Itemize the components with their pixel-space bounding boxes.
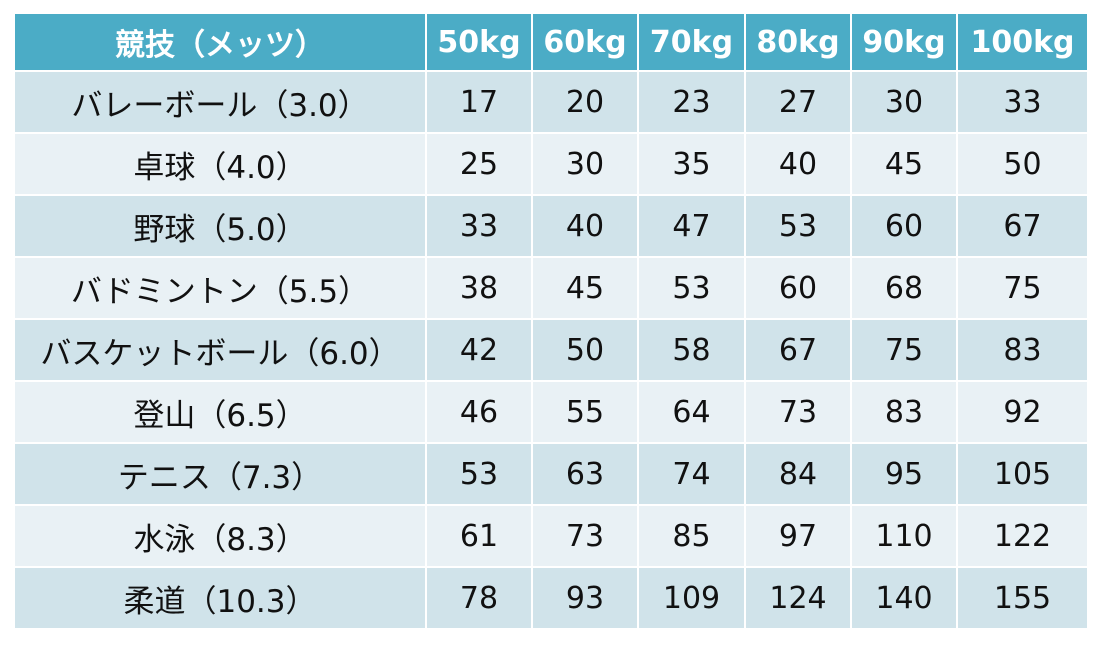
sport-name: バスケットボール（6.0） <box>13 318 427 382</box>
table-cell: 85 <box>637 504 746 568</box>
table-cell: 92 <box>956 380 1089 444</box>
table-cell: 17 <box>425 70 533 134</box>
table-cell: 78 <box>425 566 533 630</box>
table-cell: 45 <box>531 256 639 320</box>
table-cell: 45 <box>850 132 958 196</box>
table-cell: 84 <box>744 442 852 506</box>
table-cell: 83 <box>956 318 1089 382</box>
table-cell: 74 <box>637 442 746 506</box>
table-cell: 63 <box>531 442 639 506</box>
table-cell: 33 <box>956 70 1089 134</box>
table-cell: 122 <box>956 504 1089 568</box>
header-weight-50: 50kg <box>425 12 533 72</box>
table-row: 登山（6.5） 46 55 64 73 83 92 <box>13 380 1089 444</box>
table-cell: 105 <box>956 442 1089 506</box>
sport-name: 登山（6.5） <box>13 380 427 444</box>
table-cell: 95 <box>850 442 958 506</box>
table-cell: 64 <box>637 380 746 444</box>
table-cell: 30 <box>850 70 958 134</box>
table-cell: 93 <box>531 566 639 630</box>
table-cell: 60 <box>744 256 852 320</box>
header-sport: 競技（メッツ） <box>13 12 427 72</box>
table-cell: 73 <box>744 380 852 444</box>
table-cell: 83 <box>850 380 958 444</box>
table-row: 柔道（10.3） 78 93 109 124 140 155 <box>13 566 1089 630</box>
table-cell: 33 <box>425 194 533 258</box>
table-cell: 75 <box>956 256 1089 320</box>
table-cell: 35 <box>637 132 746 196</box>
table-cell: 109 <box>637 566 746 630</box>
header-row: 競技（メッツ） 50kg 60kg 70kg 80kg 90kg 100kg <box>13 12 1089 72</box>
header-weight-60: 60kg <box>531 12 639 72</box>
table-cell: 61 <box>425 504 533 568</box>
table-cell: 55 <box>531 380 639 444</box>
table-cell: 97 <box>744 504 852 568</box>
table-row: バレーボール（3.0） 17 20 23 27 30 33 <box>13 70 1089 134</box>
header-weight-70: 70kg <box>637 12 746 72</box>
table-cell: 68 <box>850 256 958 320</box>
table-cell: 30 <box>531 132 639 196</box>
table-row: 水泳（8.3） 61 73 85 97 110 122 <box>13 504 1089 568</box>
table-cell: 75 <box>850 318 958 382</box>
table-cell: 58 <box>637 318 746 382</box>
table-cell: 47 <box>637 194 746 258</box>
table-cell: 42 <box>425 318 533 382</box>
sport-name: 柔道（10.3） <box>13 566 427 630</box>
table-cell: 50 <box>531 318 639 382</box>
table-cell: 40 <box>531 194 639 258</box>
table-cell: 140 <box>850 566 958 630</box>
table-cell: 53 <box>637 256 746 320</box>
table-cell: 110 <box>850 504 958 568</box>
table-cell: 20 <box>531 70 639 134</box>
calorie-table: 競技（メッツ） 50kg 60kg 70kg 80kg 90kg 100kg バ… <box>13 12 1089 630</box>
table-cell: 67 <box>744 318 852 382</box>
table-cell: 53 <box>425 442 533 506</box>
table-cell: 46 <box>425 380 533 444</box>
table-row: 野球（5.0） 33 40 47 53 60 67 <box>13 194 1089 258</box>
table-cell: 53 <box>744 194 852 258</box>
table-row: テニス（7.3） 53 63 74 84 95 105 <box>13 442 1089 506</box>
table-cell: 25 <box>425 132 533 196</box>
table-row: バスケットボール（6.0） 42 50 58 67 75 83 <box>13 318 1089 382</box>
table-cell: 27 <box>744 70 852 134</box>
sport-name: バドミントン（5.5） <box>13 256 427 320</box>
table-cell: 23 <box>637 70 746 134</box>
table-cell: 50 <box>956 132 1089 196</box>
header-weight-80: 80kg <box>744 12 852 72</box>
table-cell: 38 <box>425 256 533 320</box>
sport-name: 水泳（8.3） <box>13 504 427 568</box>
sport-name: 野球（5.0） <box>13 194 427 258</box>
sport-name: 卓球（4.0） <box>13 132 427 196</box>
table-row: 卓球（4.0） 25 30 35 40 45 50 <box>13 132 1089 196</box>
table-cell: 40 <box>744 132 852 196</box>
sport-name: バレーボール（3.0） <box>13 70 427 134</box>
table-cell: 60 <box>850 194 958 258</box>
table-cell: 155 <box>956 566 1089 630</box>
header-weight-90: 90kg <box>850 12 958 72</box>
table-row: バドミントン（5.5） 38 45 53 60 68 75 <box>13 256 1089 320</box>
table-cell: 73 <box>531 504 639 568</box>
table-cell: 124 <box>744 566 852 630</box>
header-weight-100: 100kg <box>956 12 1089 72</box>
sport-name: テニス（7.3） <box>13 442 427 506</box>
table-cell: 67 <box>956 194 1089 258</box>
